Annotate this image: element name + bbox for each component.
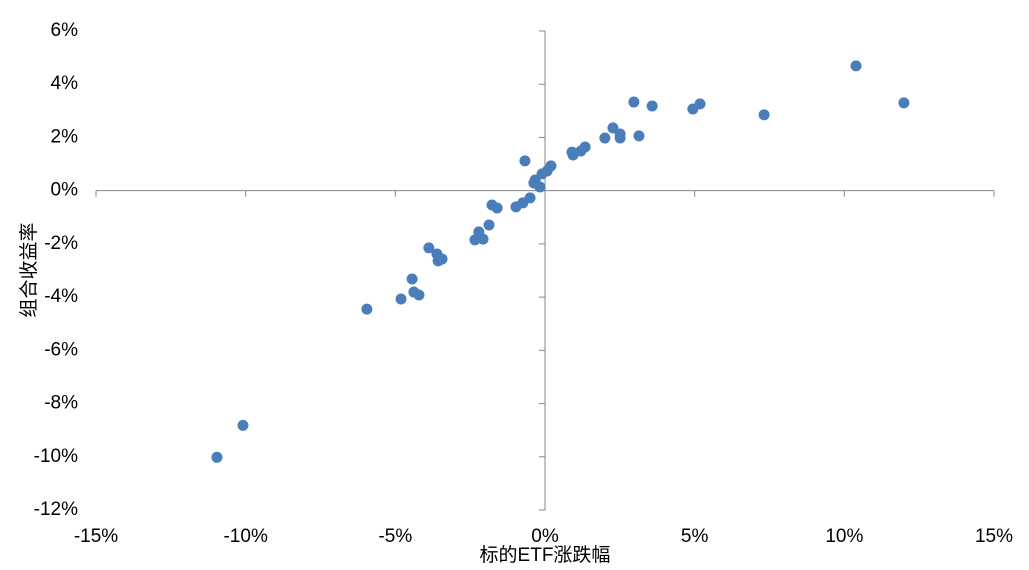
point [406,273,418,285]
point [646,100,658,112]
point [633,130,645,142]
point [607,122,619,134]
point [579,141,591,153]
y-tick-label: 2% [51,126,79,147]
y-axis-label: 组合收益率 [18,222,40,317]
x-tick-label: -5% [378,526,412,547]
point [599,132,611,144]
x-axis-label: 标的ETF涨跌幅 [480,544,611,566]
y-tick-label: -2% [44,233,78,254]
point [694,98,706,110]
x-tick-label: 10% [825,526,863,547]
x-tick-label: -15% [74,526,118,547]
point [524,192,536,204]
point [211,451,223,463]
x-tick-label: 0% [531,526,559,547]
y-tick-label: -4% [44,286,78,307]
x-tick-label: -10% [223,526,267,547]
y-tick-label: 6% [51,20,79,41]
point [758,109,770,121]
point [850,60,862,72]
point [519,155,531,167]
y-tick-label: 0% [51,180,79,201]
point [534,181,546,193]
point [491,202,503,214]
point [361,303,373,315]
point [545,160,557,172]
point [614,132,626,144]
y-tick-label: -12% [34,499,78,520]
point [898,97,910,109]
x-tick-label: 15% [975,526,1013,547]
point [628,96,640,108]
y-tick-label: -10% [34,446,78,467]
y-tick-label: 4% [51,73,79,94]
point [436,253,448,265]
point [423,242,435,254]
point [477,233,489,245]
point [483,219,495,231]
point [395,293,407,305]
y-tick-label: -8% [44,393,78,414]
point [237,419,249,431]
y-tick-label: -6% [44,339,78,360]
point [413,289,425,301]
x-tick-label: 5% [681,526,709,547]
